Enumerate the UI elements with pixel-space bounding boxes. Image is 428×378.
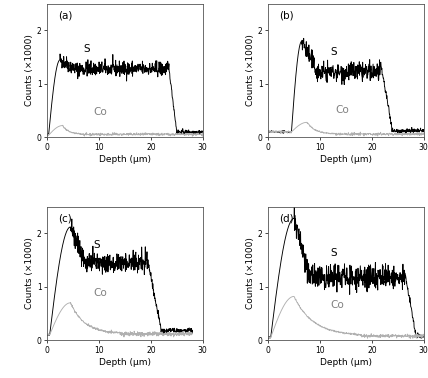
Text: (b): (b) [279, 11, 294, 20]
Y-axis label: Counts (×1000): Counts (×1000) [25, 237, 34, 309]
Y-axis label: Counts (×1000): Counts (×1000) [246, 237, 255, 309]
Text: (c): (c) [58, 213, 72, 223]
X-axis label: Depth (μm): Depth (μm) [320, 358, 372, 367]
Text: S: S [330, 248, 337, 258]
Y-axis label: Counts (×1000): Counts (×1000) [246, 35, 255, 107]
Text: (d): (d) [279, 213, 294, 223]
X-axis label: Depth (μm): Depth (μm) [99, 155, 151, 164]
Text: S: S [83, 44, 90, 54]
Text: Co: Co [94, 288, 107, 298]
Text: S: S [330, 46, 337, 56]
Y-axis label: Counts (×1000): Counts (×1000) [25, 35, 34, 107]
Text: S: S [94, 240, 101, 250]
Text: Co: Co [94, 107, 107, 117]
Text: Co: Co [336, 105, 349, 115]
Text: (a): (a) [58, 11, 72, 20]
Text: Co: Co [330, 300, 344, 310]
X-axis label: Depth (μm): Depth (μm) [99, 358, 151, 367]
X-axis label: Depth (μm): Depth (μm) [320, 155, 372, 164]
